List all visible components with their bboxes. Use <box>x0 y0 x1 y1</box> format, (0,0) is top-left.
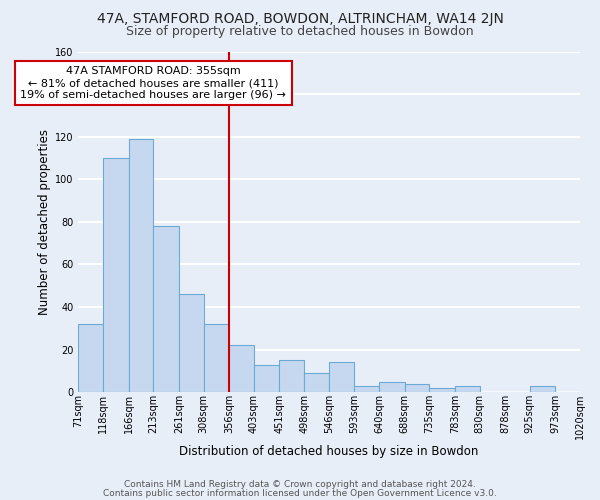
Bar <box>455 386 479 392</box>
Text: 47A, STAMFORD ROAD, BOWDON, ALTRINCHAM, WA14 2JN: 47A, STAMFORD ROAD, BOWDON, ALTRINCHAM, … <box>97 12 503 26</box>
Bar <box>128 139 154 392</box>
Bar <box>203 324 229 392</box>
Text: Contains HM Land Registry data © Crown copyright and database right 2024.: Contains HM Land Registry data © Crown c… <box>124 480 476 489</box>
Bar <box>430 388 455 392</box>
Bar <box>329 362 354 392</box>
Text: Contains public sector information licensed under the Open Government Licence v3: Contains public sector information licen… <box>103 488 497 498</box>
Bar <box>254 364 279 392</box>
Text: 47A STAMFORD ROAD: 355sqm
← 81% of detached houses are smaller (411)
19% of semi: 47A STAMFORD ROAD: 355sqm ← 81% of detac… <box>20 66 286 100</box>
Bar <box>379 382 404 392</box>
Bar <box>530 386 555 392</box>
Bar <box>404 384 430 392</box>
Y-axis label: Number of detached properties: Number of detached properties <box>38 129 51 315</box>
Bar <box>229 346 254 392</box>
Bar <box>179 294 203 392</box>
Bar <box>354 386 379 392</box>
Bar <box>279 360 304 392</box>
Bar <box>154 226 179 392</box>
Bar <box>304 373 329 392</box>
Bar <box>103 158 128 392</box>
X-axis label: Distribution of detached houses by size in Bowdon: Distribution of detached houses by size … <box>179 444 479 458</box>
Bar <box>79 324 103 392</box>
Text: Size of property relative to detached houses in Bowdon: Size of property relative to detached ho… <box>126 25 474 38</box>
